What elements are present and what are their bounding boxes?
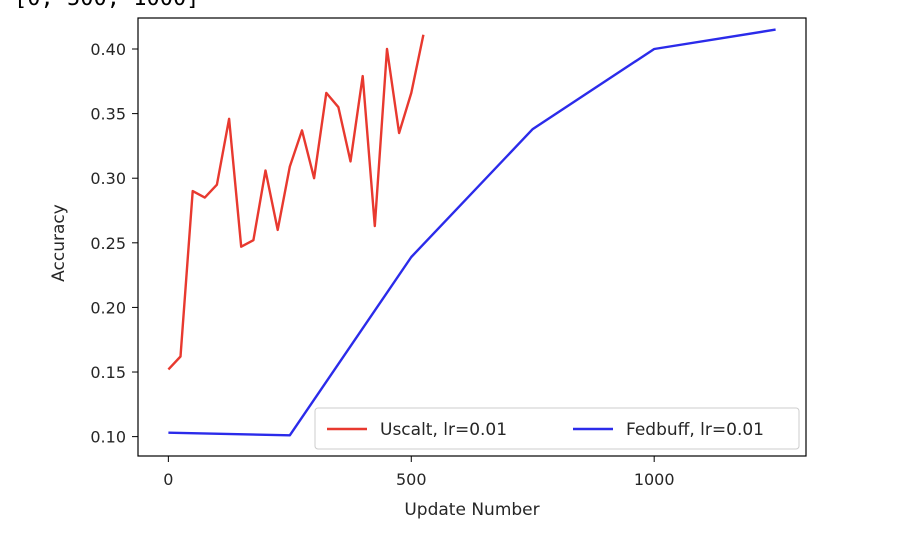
series-lines bbox=[167, 28, 776, 437]
x-tick-label: 0 bbox=[163, 470, 173, 489]
legend-label-fedbuff: Fedbuff, lr=0.01 bbox=[626, 420, 764, 440]
series-line-fedbuff bbox=[168, 28, 776, 437]
y-tick-label: 0.15 bbox=[90, 363, 126, 382]
chart-legend: Uscalt, lr=0.01 Fedbuff, lr=0.01 bbox=[314, 407, 800, 450]
x-axis-ticks: 0 500 1000 bbox=[163, 456, 675, 489]
legend-label-uscalt: Uscalt, lr=0.01 bbox=[380, 420, 507, 440]
series-line-uscalt bbox=[167, 34, 425, 371]
y-axis-title: Accuracy bbox=[49, 204, 69, 282]
y-tick-label: 0.20 bbox=[90, 298, 126, 317]
plot-area-frame bbox=[137, 17, 807, 457]
y-axis-ticks: 0.10 0.15 0.20 0.25 0.30 0.35 0.40 bbox=[90, 40, 138, 447]
y-tick-label: 0.35 bbox=[90, 105, 126, 124]
legend-box bbox=[314, 407, 800, 450]
x-axis-title: Update Number bbox=[404, 500, 539, 520]
y-tick-label: 0.10 bbox=[90, 428, 126, 447]
y-tick-label: 0.25 bbox=[90, 234, 126, 253]
x-tick-label: 500 bbox=[396, 470, 427, 489]
cropped-header-text: [0, 500, 1000] bbox=[14, 0, 199, 11]
x-tick-label: 1000 bbox=[634, 470, 675, 489]
y-tick-label: 0.40 bbox=[90, 40, 126, 59]
y-tick-label: 0.30 bbox=[90, 169, 126, 188]
